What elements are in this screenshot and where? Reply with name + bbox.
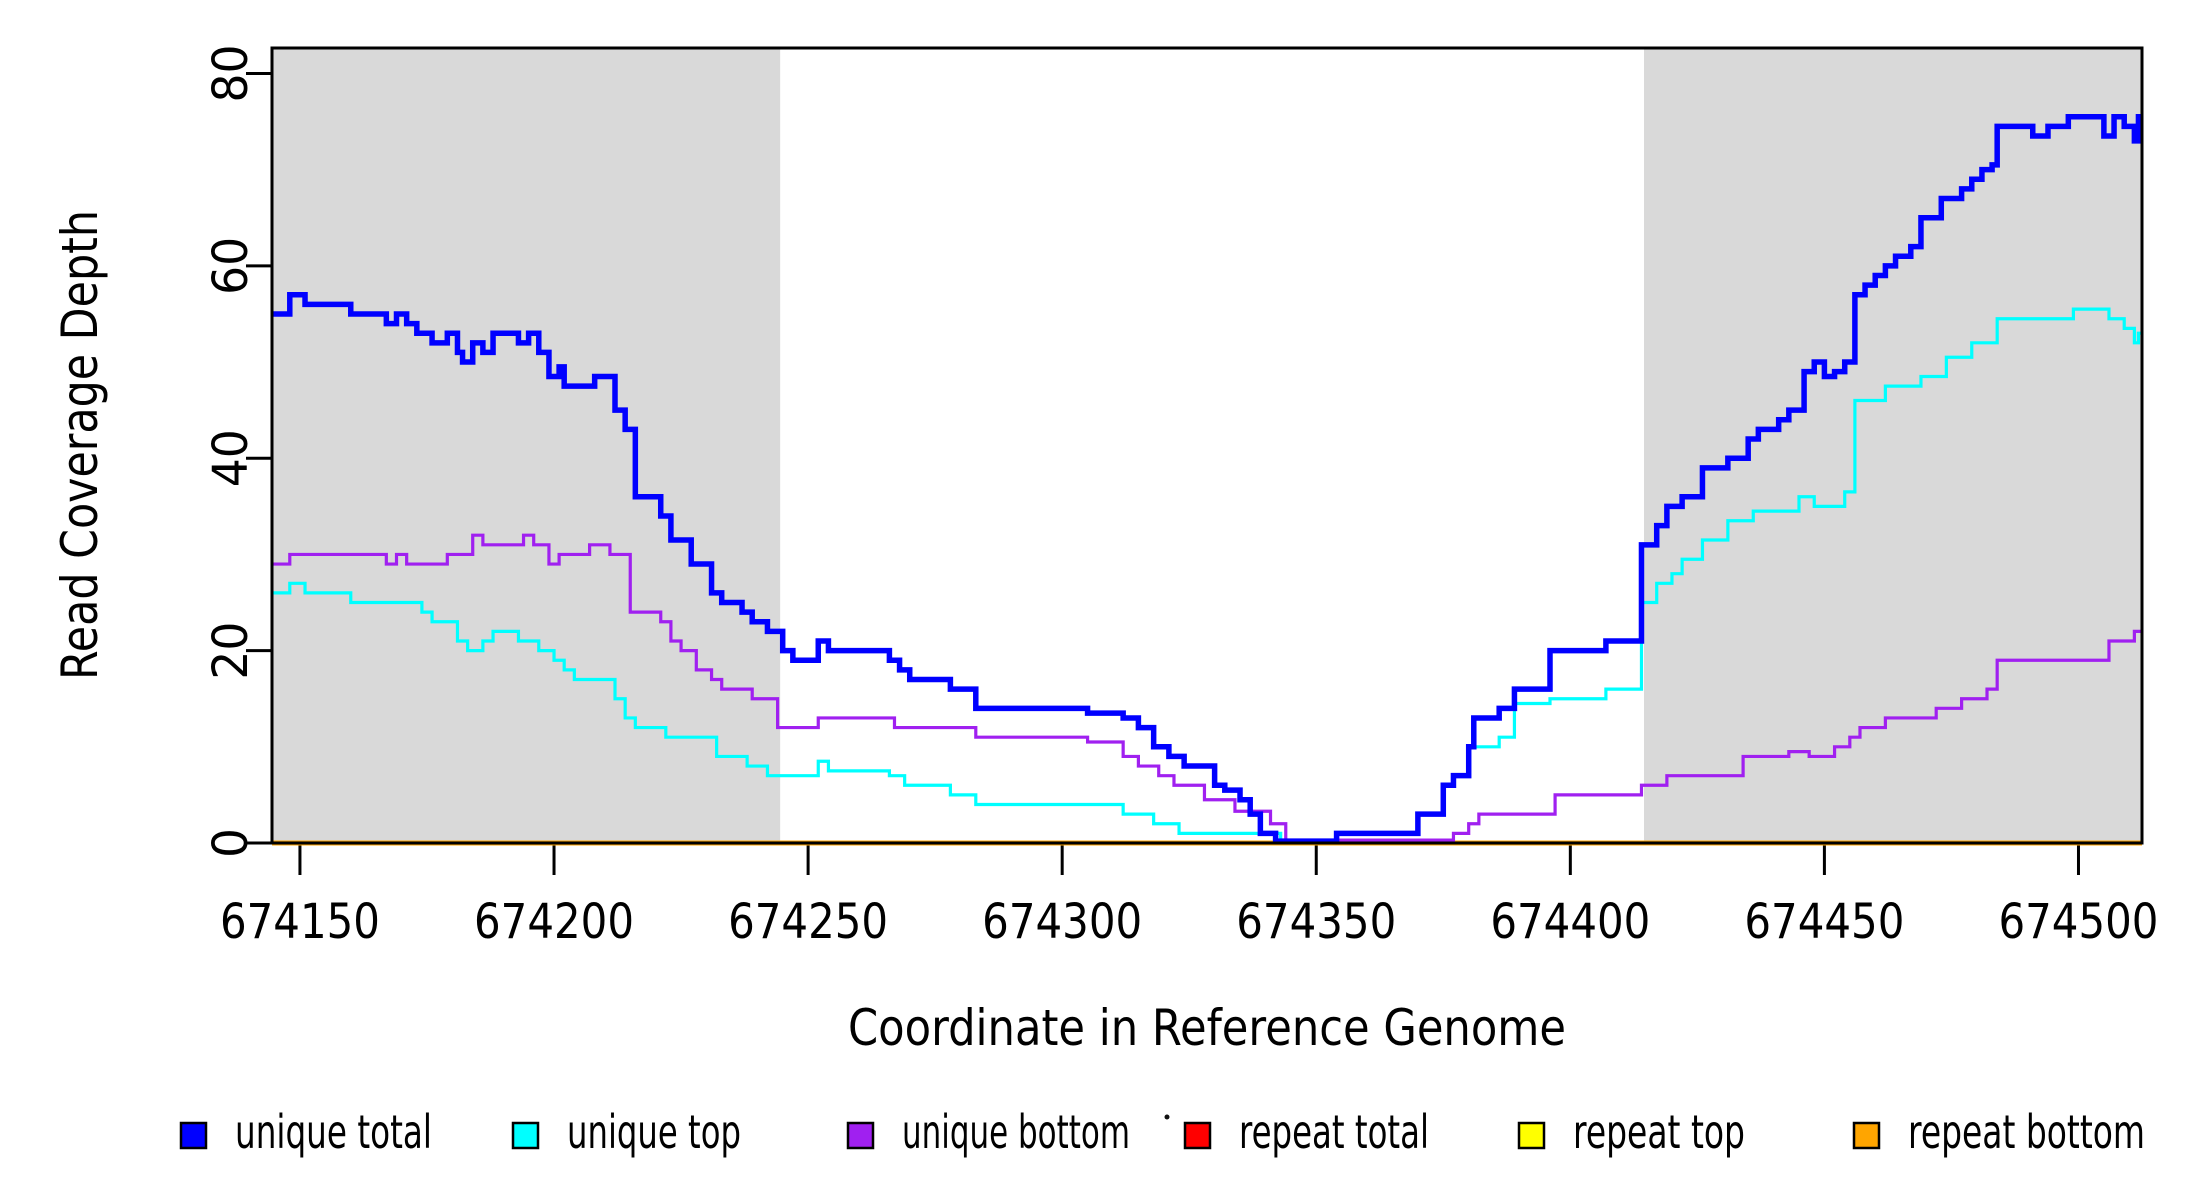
legend-swatch-repeat-top xyxy=(1517,1121,1546,1150)
series-unique-total xyxy=(272,114,2142,844)
series-unique-bottom xyxy=(272,533,2142,842)
legend-item-label: repeat top xyxy=(1573,1105,1745,1159)
y-tick-label: 20 xyxy=(203,622,259,680)
x-tick-label: 674300 xyxy=(982,894,1142,950)
stray-dot xyxy=(1164,1114,1170,1120)
shaded-repeat-region xyxy=(272,48,781,843)
x-tick-label: 674400 xyxy=(1490,894,1650,950)
y-tick-label: 60 xyxy=(203,237,259,295)
legend-item-label: repeat bottom xyxy=(1908,1105,2145,1159)
x-tick-label: 674350 xyxy=(1236,894,1396,950)
legend-item-label: unique total xyxy=(235,1105,432,1159)
series-unique-top xyxy=(272,307,2142,843)
x-tick-label: 674450 xyxy=(1744,894,1904,950)
legend-swatch-unique-top xyxy=(511,1121,540,1150)
shaded-repeat-region xyxy=(1644,48,2142,843)
legend-swatch-unique-bottom xyxy=(846,1121,875,1150)
y-tick-label: 40 xyxy=(203,429,259,487)
x-tick-label: 674150 xyxy=(220,894,380,950)
y-tick-label: 0 xyxy=(203,828,259,858)
x-tick-label: 674500 xyxy=(1998,894,2158,950)
legend-item-label: unique bottom xyxy=(902,1105,1130,1159)
y-axis-title: Read Coverage Depth xyxy=(51,210,109,680)
x-tick-label: 674200 xyxy=(474,894,634,950)
x-axis-title: Coordinate in Reference Genome xyxy=(848,999,1566,1057)
y-tick-label: 80 xyxy=(203,44,259,102)
legend-item-label: repeat total xyxy=(1239,1105,1429,1159)
legend-item-label: unique top xyxy=(567,1105,741,1159)
legend-swatch-repeat-total xyxy=(1183,1121,1212,1150)
legend-swatch-repeat-bottom xyxy=(1852,1121,1881,1150)
legend-swatch-unique-total xyxy=(179,1121,208,1150)
x-tick-label: 674250 xyxy=(728,894,888,950)
plot-border xyxy=(270,46,2144,845)
